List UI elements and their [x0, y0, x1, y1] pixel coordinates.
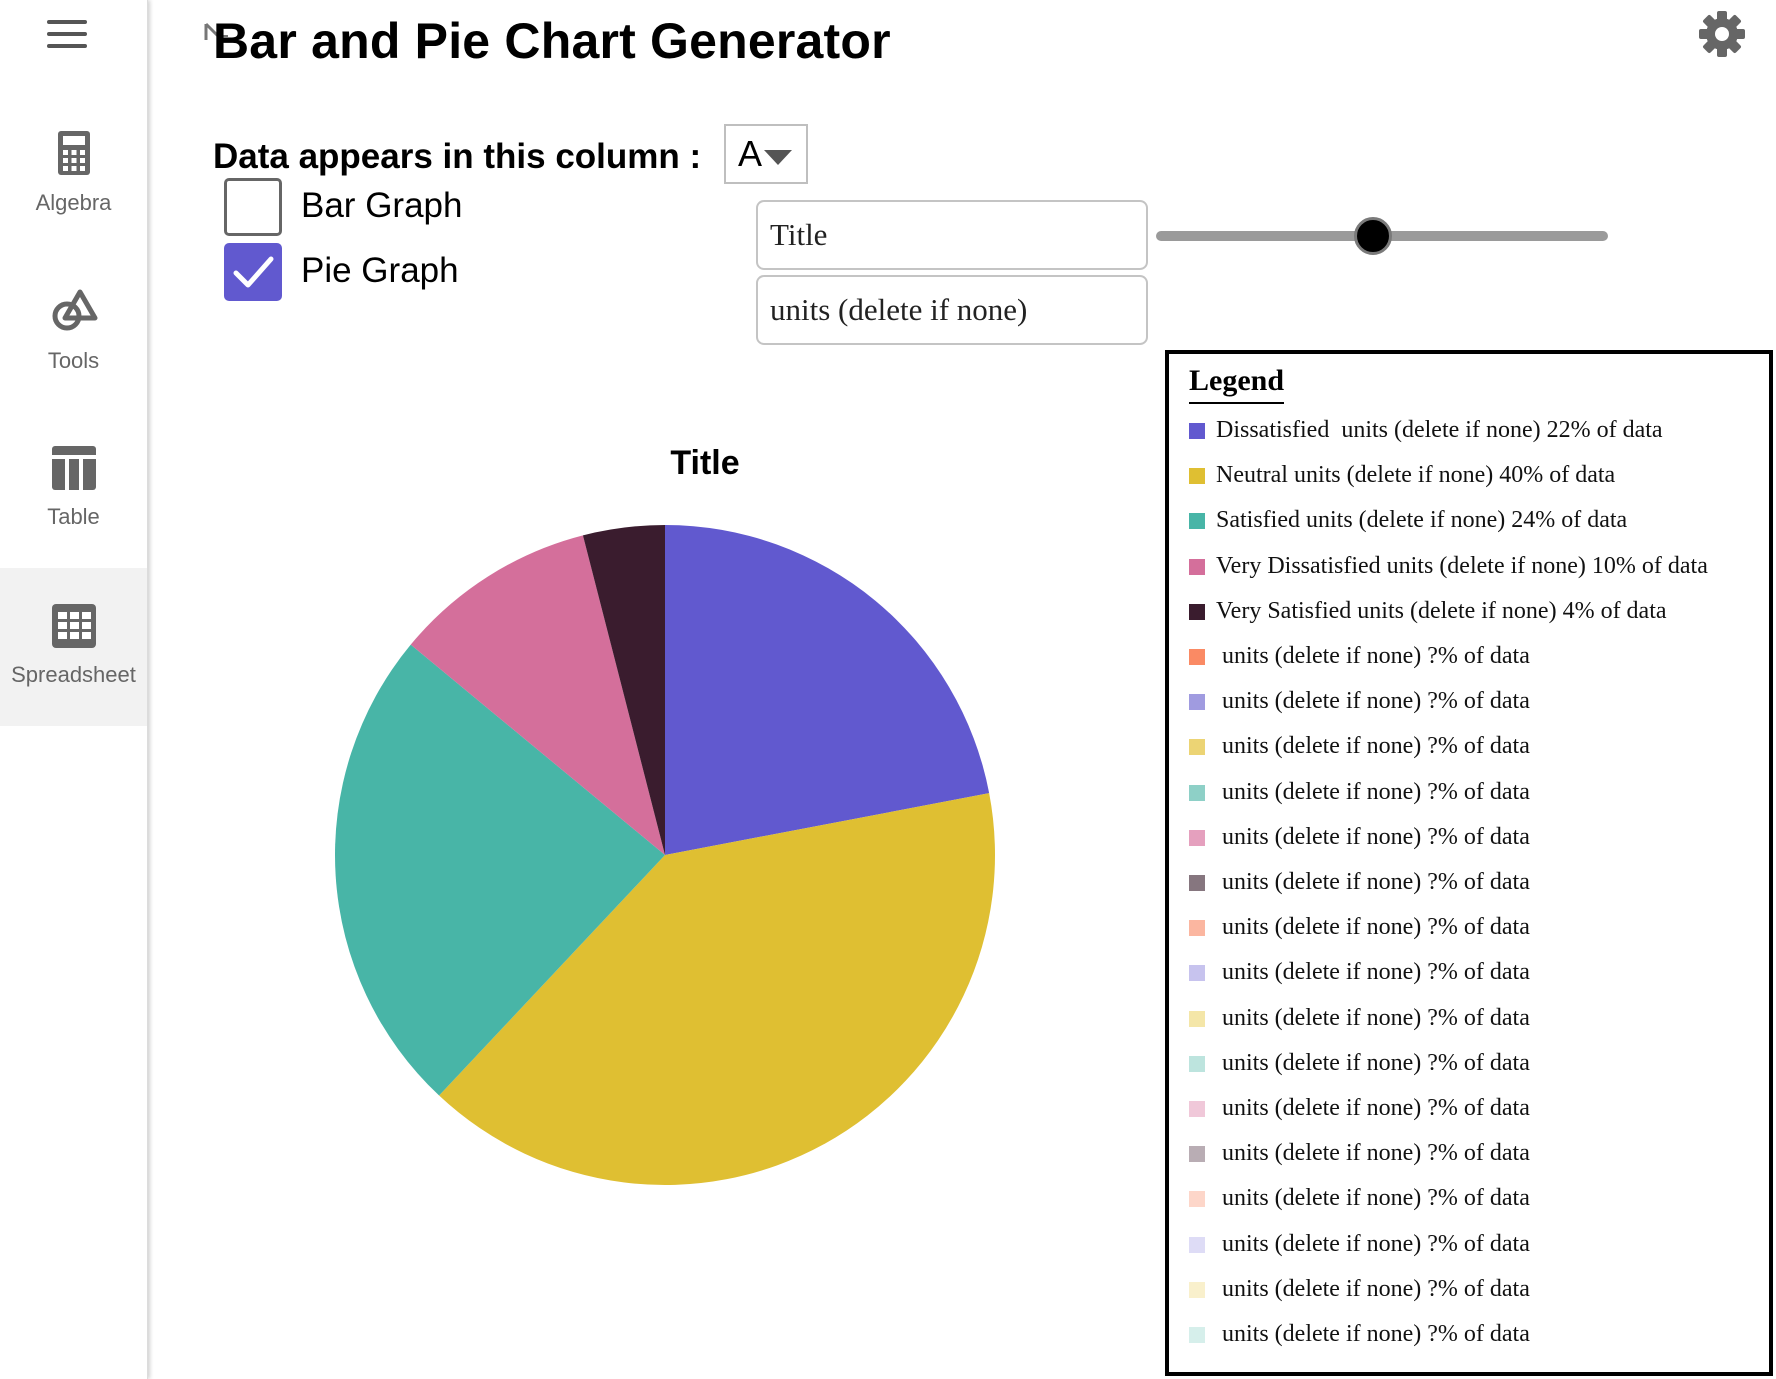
legend-item-text: Dissatisfied units (delete if none) 22% … — [1216, 417, 1663, 443]
column-select[interactable]: A — [724, 124, 808, 184]
calculator-icon — [57, 131, 90, 175]
sidebar-item-spreadsheet[interactable]: Spreadsheet — [0, 568, 147, 726]
legend-swatch — [1189, 468, 1205, 485]
spreadsheet-icon — [51, 604, 96, 648]
legend-item-text: Neutral units (delete if none) 40% of da… — [1216, 462, 1616, 489]
table-icon — [51, 446, 96, 490]
legend-swatch — [1189, 875, 1205, 891]
slider[interactable] — [1156, 217, 1608, 255]
legend-swatch — [1189, 1236, 1205, 1253]
pie-slice-dissatisfied — [665, 525, 990, 855]
checkmark-icon — [233, 256, 274, 288]
legend-item-text: units (delete if none) ?% of data — [1216, 1095, 1530, 1121]
chart-title: Title — [670, 444, 740, 482]
pie-slice-neutral — [439, 793, 995, 1185]
legend-item-text: Satisfied units (delete if none) 24% of … — [1216, 507, 1628, 534]
shapes-icon — [52, 289, 97, 331]
legend-item-text: units (delete if none) ?% of data — [1216, 823, 1530, 850]
column-select-value: A — [738, 133, 763, 174]
legend-item-text: units (delete if none) ?% of data — [1216, 1230, 1530, 1257]
units-input[interactable] — [756, 275, 1148, 345]
chevron-down-icon — [764, 150, 792, 165]
legend-swatch — [1189, 1327, 1205, 1343]
sidebar-item-label: Table — [47, 504, 100, 529]
slider-handle[interactable] — [1353, 217, 1392, 255]
legend-swatch — [1189, 513, 1205, 530]
gear-icon[interactable] — [1698, 10, 1746, 58]
legend-item-text: units (delete if none) ?% of data — [1216, 1004, 1530, 1031]
legend-item-text: units (delete if none) ?% of data — [1216, 914, 1530, 941]
legend-item-text: Very Dissatisfied units (delete if none)… — [1216, 552, 1708, 579]
collapse-arrow-icon[interactable] — [204, 22, 230, 42]
sidebar-item-label: Algebra — [35, 190, 112, 215]
legend-swatch — [1189, 694, 1205, 711]
legend-item-text: units (delete if none) ?% of data — [1216, 1140, 1530, 1167]
legend-swatch — [1189, 558, 1205, 575]
sidebar-item-tools[interactable]: Tools — [0, 278, 147, 436]
legend-swatch — [1189, 1146, 1205, 1163]
legend-swatch — [1189, 1281, 1205, 1298]
legend-swatch — [1189, 1055, 1205, 1072]
sidebar-item-table[interactable]: Table — [0, 436, 147, 594]
legend-item-text: units (delete if none) ?% of data — [1216, 643, 1530, 669]
legend-swatch — [1189, 920, 1205, 937]
pie-graph-label: Pie Graph — [301, 251, 459, 290]
legend-swatch — [1189, 965, 1205, 982]
legend-item-text: units (delete if none) ?% of data — [1216, 1049, 1530, 1076]
legend-swatch — [1189, 1010, 1205, 1027]
legend-item-text: units (delete if none) ?% of data — [1216, 733, 1530, 760]
pie-graph-checkbox[interactable] — [224, 243, 282, 301]
sidebar-item-label: Tools — [47, 348, 100, 373]
page-title: Bar and Pie Chart Generator — [213, 13, 891, 69]
pie-slice-satisfied — [334, 644, 665, 1096]
legend-item-text: units (delete if none) ?% of data — [1216, 1321, 1530, 1347]
legend-item-text: units (delete if none) ?% of data — [1216, 1185, 1530, 1212]
sidebar-item-algebra[interactable]: Algebra — [0, 120, 147, 278]
legend-item-text: units (delete if none) ?% of data — [1216, 869, 1530, 895]
legend-item-text: units (delete if none) ?% of data — [1216, 1275, 1530, 1302]
legend-swatch — [1189, 1191, 1205, 1208]
legend-swatch — [1189, 784, 1205, 801]
legend-swatch — [1189, 1101, 1205, 1117]
sidebar-item-label: Spreadsheet — [11, 662, 136, 687]
legend-title: Legend — [1189, 364, 1285, 404]
legend-swatch — [1189, 423, 1205, 439]
legend-item-text: Very Satisfied units (delete if none) 4%… — [1216, 597, 1667, 624]
bar-graph-checkbox[interactable] — [224, 178, 282, 236]
column-label: Data appears in this column : — [213, 137, 702, 176]
menu-icon[interactable] — [44, 16, 92, 52]
pie-chart — [334, 525, 995, 1185]
bar-graph-label: Bar Graph — [301, 186, 463, 225]
title-input[interactable] — [756, 200, 1148, 270]
legend-swatch — [1189, 649, 1205, 665]
legend-item-text: units (delete if none) ?% of data — [1216, 778, 1530, 805]
legend-swatch — [1189, 739, 1205, 756]
legend-swatch — [1189, 603, 1205, 620]
pie-slice-very-dissatisfied — [410, 535, 665, 855]
legend-item-text: units (delete if none) ?% of data — [1216, 959, 1530, 986]
pie-slice-very-satisfied — [582, 525, 665, 855]
legend: Legend Dissatisfied units (delete if non… — [1165, 350, 1773, 1376]
legend-swatch — [1189, 829, 1205, 846]
sidebar: Algebra Tools Table Spreadsheet — [0, 0, 148, 1379]
legend-item-text: units (delete if none) ?% of data — [1216, 688, 1530, 715]
